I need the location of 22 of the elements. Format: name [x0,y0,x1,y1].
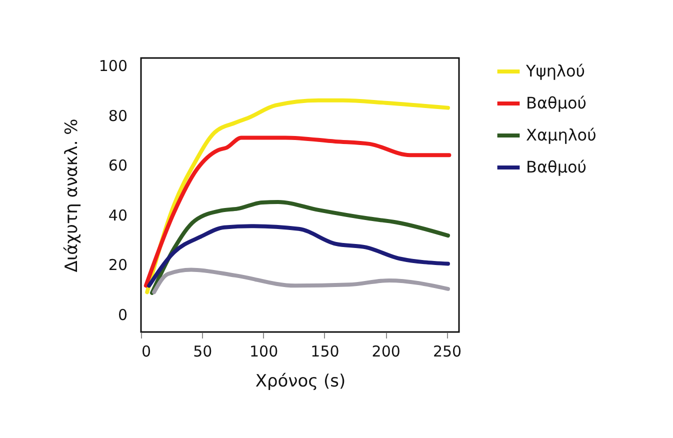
line-series [152,268,450,294]
x-tick-label: 0 [142,342,152,360]
x-axis-title: Χρόνος (s) [255,372,346,392]
legend-label: Χαμηλού [526,126,596,144]
x-tick-label: 150 [310,342,340,360]
y-axis-title: Διάχυτη ανακλ. % [62,118,82,272]
line-series [144,136,452,288]
y-tick-label: 60 [108,156,128,175]
line-series [147,224,450,288]
x-tick-label: 50 [193,342,212,360]
legend-label: Υψηλού [525,62,585,80]
legend-label: Βαθμού [526,94,587,112]
x-tick-label: 250 [432,342,462,360]
y-tick-label: 40 [108,206,128,224]
x-tick-label: 100 [249,342,278,360]
line-series [150,200,450,295]
y-tick-label: 20 [108,256,128,274]
y-tick-label: 100 [98,56,128,75]
legend-label: Βαθμού [526,158,587,176]
y-tick-label: 0 [118,306,128,324]
x-tick-label: 200 [372,342,400,360]
y-tick-label: 80 [108,106,128,125]
